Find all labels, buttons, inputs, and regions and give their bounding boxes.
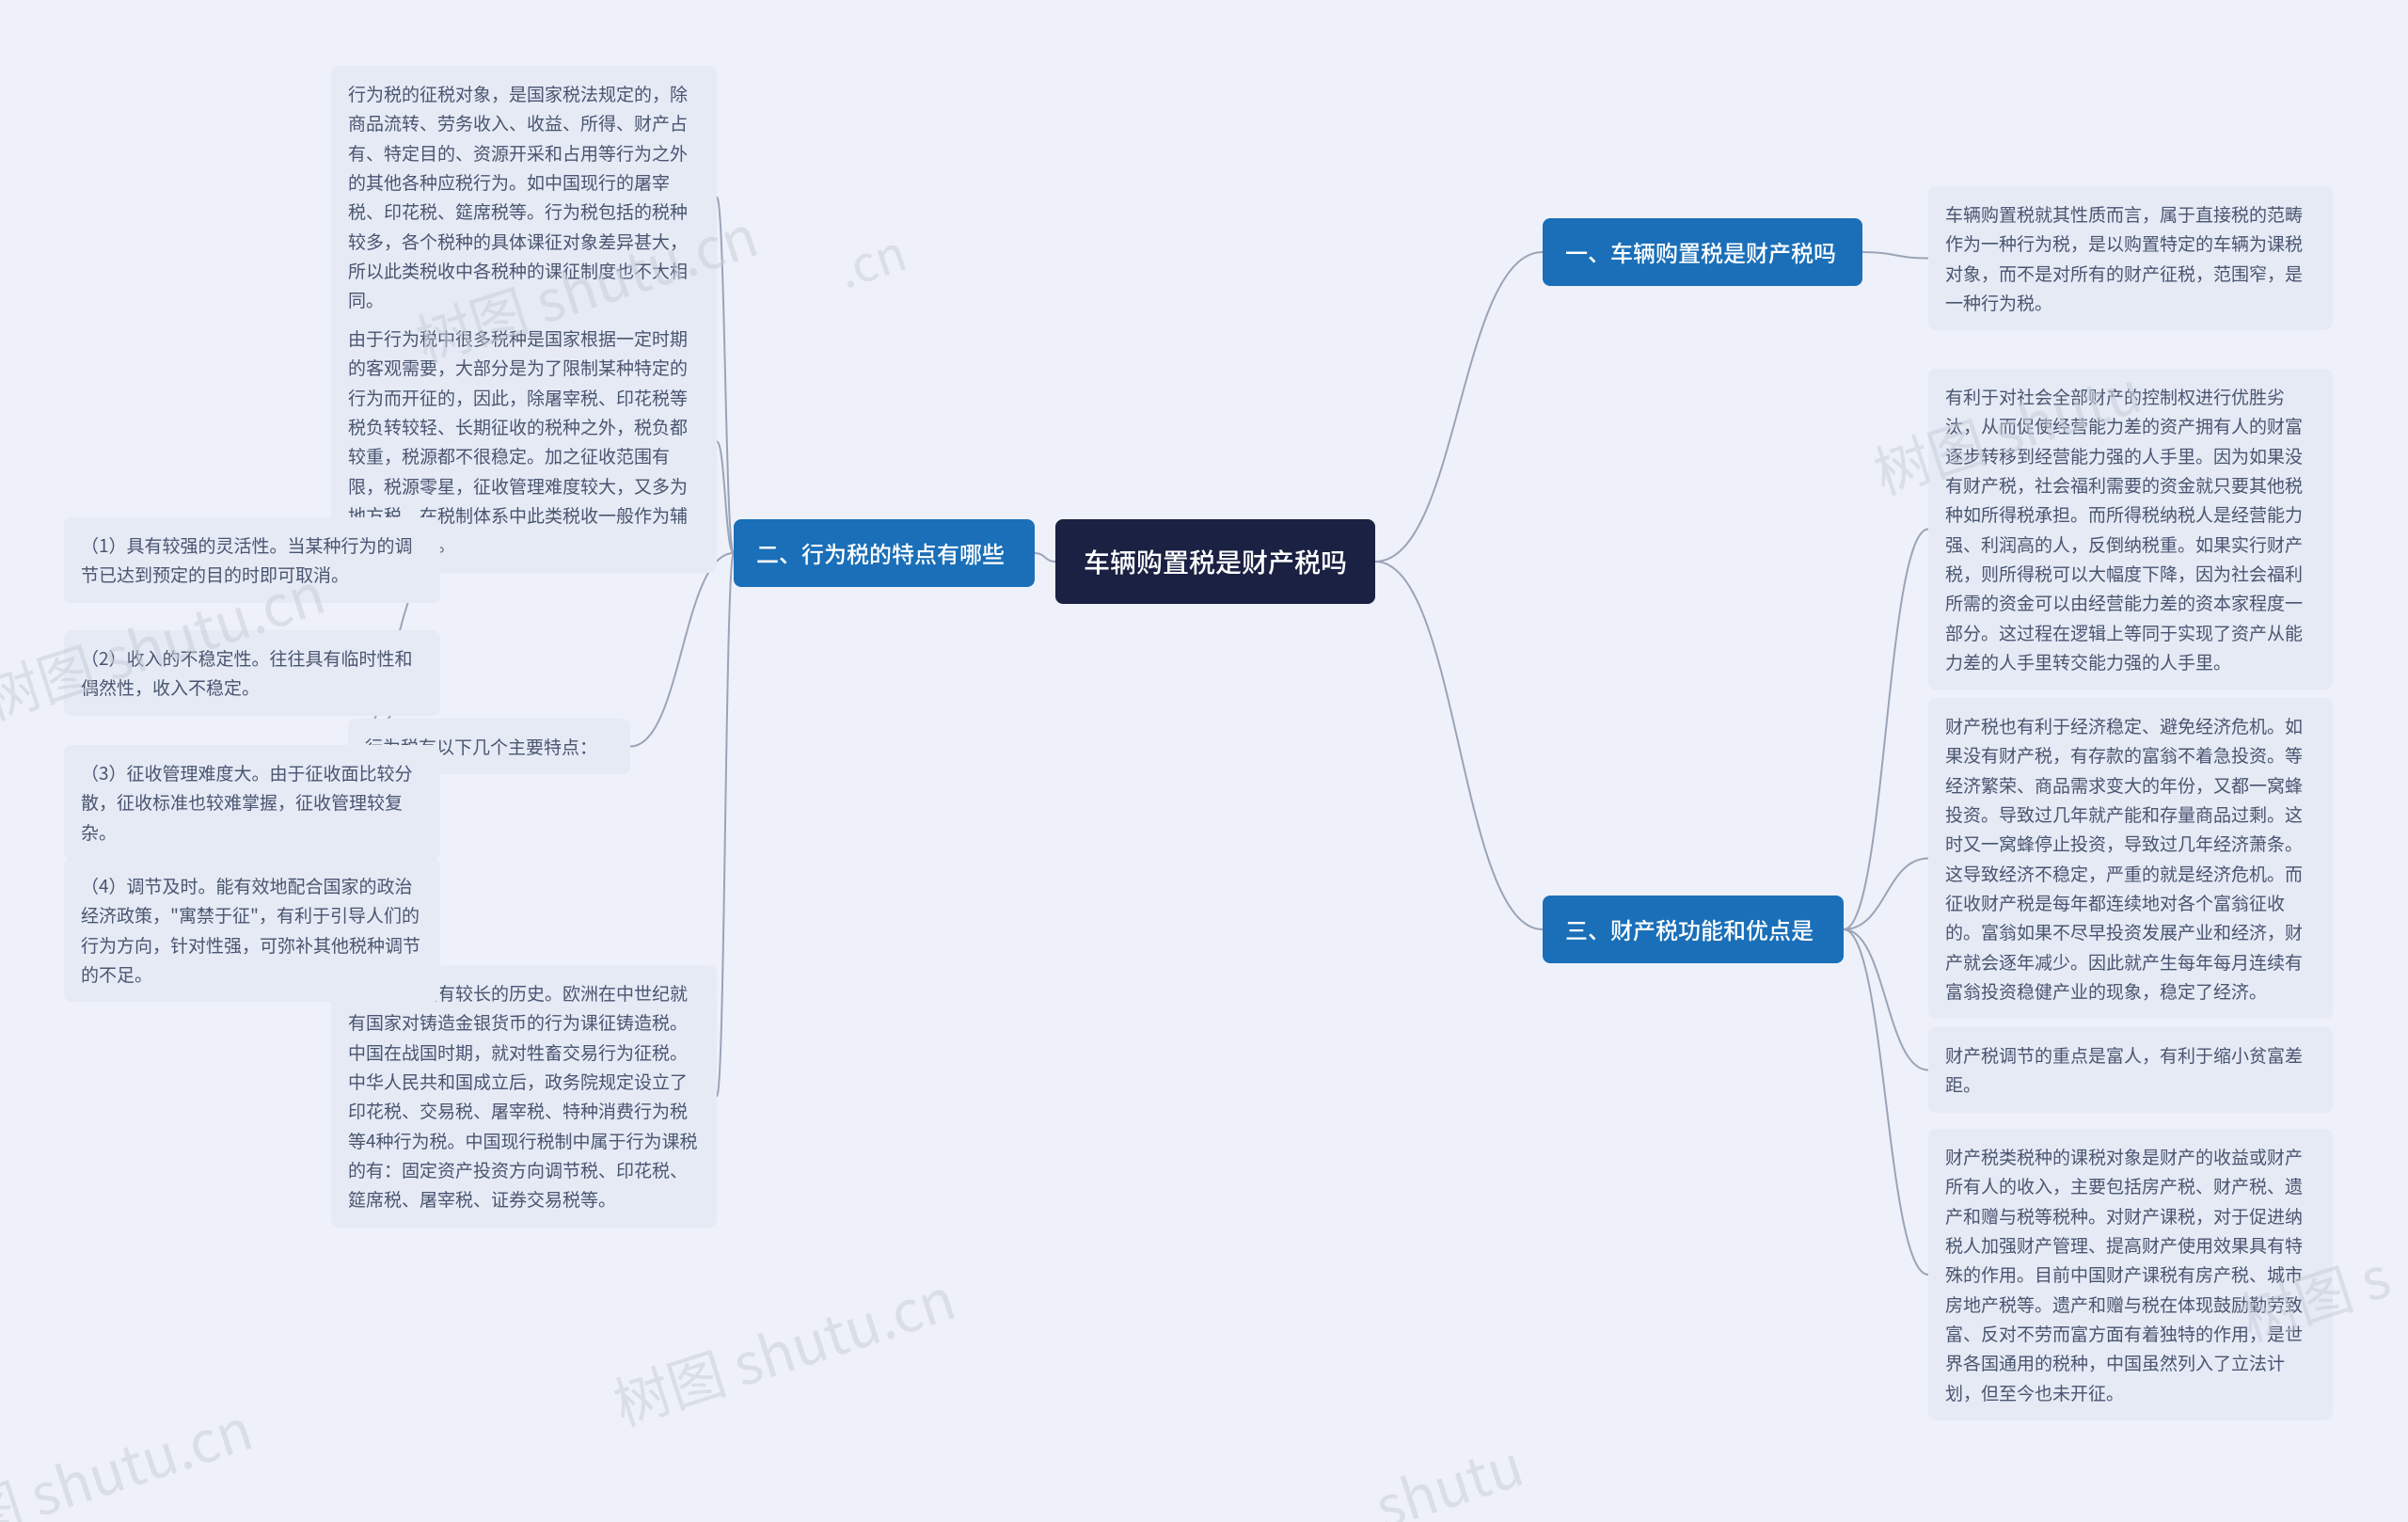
mindmap-center[interactable]: 车辆购置税是财产税吗 — [1055, 519, 1375, 604]
branch-1[interactable]: 一、车辆购置税是财产税吗 — [1543, 218, 1862, 286]
watermark: 树图 shutu.cn — [602, 1255, 964, 1442]
leaf-b2-3b: （2）收入的不稳定性。往往具有临时性和偶然性，收入不稳定。 — [64, 630, 440, 716]
branch-3[interactable]: 三、财产税功能和优点是 — [1543, 896, 1844, 963]
leaf-b2-1: 行为税的征税对象，是国家税法规定的，除商品流转、劳务收入、收益、所得、财产占有、… — [331, 66, 717, 328]
leaf-b3-4: 财产税类税种的课税对象是财产的收益或财产所有人的收入，主要包括房产税、财产税、遗… — [1928, 1129, 2333, 1420]
watermark: .cn — [828, 214, 914, 303]
leaf-b2-4: 行为课税具有较长的历史。欧洲在中世纪就有国家对铸造金银货币的行为课征铸造税。中国… — [331, 965, 717, 1228]
watermark: shutu — [1364, 1421, 1532, 1522]
leaf-b2-3a: （1）具有较强的灵活性。当某种行为的调节已达到预定的目的时即可取消。 — [64, 517, 440, 603]
leaf-b1-1: 车辆购置税就其性质而言，属于直接税的范畴作为一种行为税，是以购置特定的车辆为课税… — [1928, 186, 2333, 330]
leaf-b3-3: 财产税调节的重点是富人，有利于缩小贫富差距。 — [1928, 1027, 2333, 1113]
watermark: 图 shutu.cn — [0, 1385, 261, 1522]
leaf-b2-3d: （4）调节及时。能有效地配合国家的政治经济政策，"寓禁于征"，有利于引导人们的行… — [64, 858, 440, 1002]
leaf-b3-1: 有利于对社会全部财产的控制权进行优胜劣汰，从而促使经营能力差的资产拥有人的财富逐… — [1928, 369, 2333, 690]
leaf-b3-2: 财产税也有利于经济稳定、避免经济危机。如果没有财产税，有存款的富翁不着急投资。等… — [1928, 698, 2333, 1019]
branch-2[interactable]: 二、行为税的特点有哪些 — [734, 519, 1035, 587]
leaf-b2-3c: （3）征收管理难度大。由于征收面比较分散，征收标准也较难掌握，征收管理较复杂。 — [64, 745, 440, 860]
